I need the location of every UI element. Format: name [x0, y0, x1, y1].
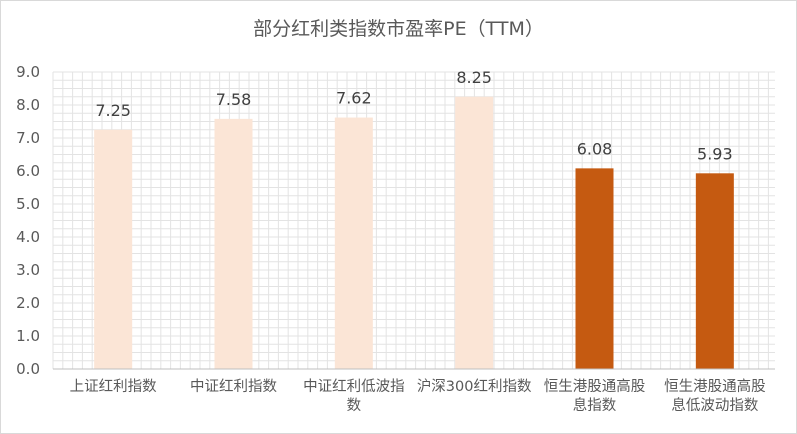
bar — [575, 168, 614, 369]
data-label: 8.25 — [456, 68, 492, 87]
gridlines — [52, 71, 775, 370]
y-tick-label: 5.0 — [16, 195, 40, 213]
x-category-label: 息指数 — [573, 397, 617, 414]
data-label: 6.08 — [577, 139, 613, 158]
y-tick-label: 1.0 — [16, 327, 40, 345]
y-tick-label: 0.0 — [16, 360, 40, 378]
x-category-label: 上证红利指数 — [70, 378, 157, 395]
x-category-label: 中证红利低波指 — [303, 378, 405, 395]
y-tick-label: 4.0 — [16, 228, 40, 246]
y-tick-label: 9.0 — [16, 63, 40, 81]
y-tick-label: 6.0 — [16, 162, 40, 180]
bar — [214, 118, 253, 369]
bar — [455, 96, 494, 369]
y-tick-label: 8.0 — [16, 96, 40, 114]
bar — [695, 173, 734, 369]
x-category-label: 恒生港股通高股 — [664, 378, 766, 395]
x-category-label: 中证红利指数 — [190, 378, 277, 395]
data-label: 7.62 — [336, 89, 372, 108]
y-tick-label: 3.0 — [16, 261, 40, 279]
data-label: 7.25 — [95, 101, 131, 120]
data-label: 5.93 — [697, 144, 733, 163]
x-category-label: 恒生港股通高股 — [544, 378, 646, 395]
x-category-label: 沪深300红利指数 — [417, 378, 532, 395]
chart-title: 部分红利类指数市盈率PE（TTM） — [253, 18, 544, 40]
data-label: 7.58 — [216, 90, 252, 109]
bar — [94, 129, 133, 369]
bar — [334, 117, 373, 369]
y-tick-label: 2.0 — [16, 294, 40, 312]
x-category-label: 息低波动指数 — [671, 397, 758, 414]
y-tick-label: 7.0 — [16, 129, 40, 147]
x-category-label: 数 — [347, 397, 362, 414]
